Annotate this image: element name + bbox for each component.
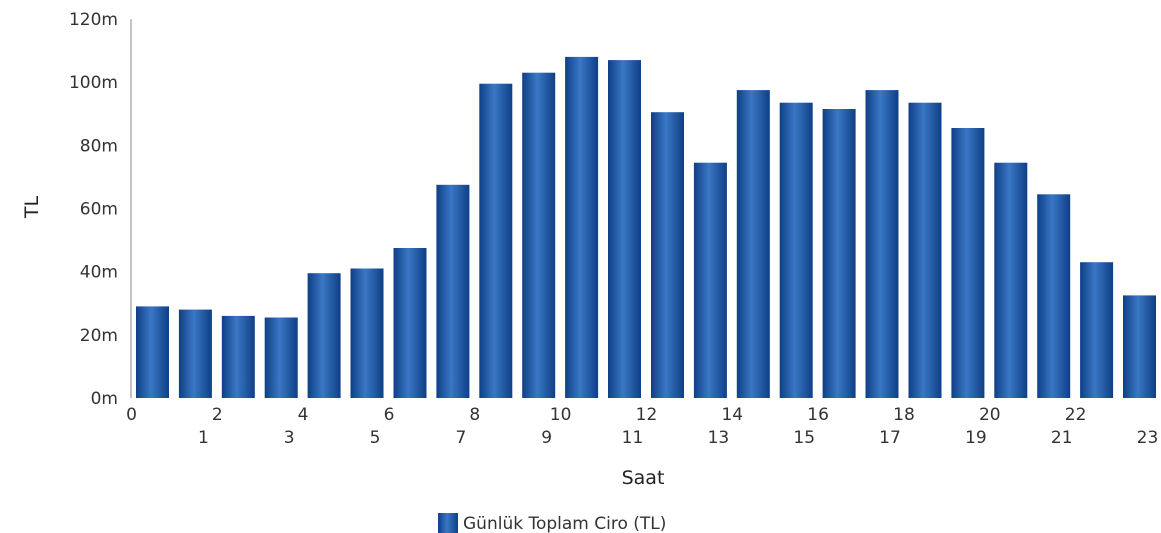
x-tick-label: 23 (1137, 428, 1159, 448)
bar-hour-4 (307, 273, 341, 398)
x-tick-label: 16 (807, 405, 829, 425)
x-tick-label: 20 (979, 405, 1001, 425)
bar-hour-16 (822, 109, 856, 398)
legend-label: Günlük Toplam Ciro (TL) (463, 514, 666, 533)
bar-hour-5 (350, 268, 384, 398)
legend-swatch (438, 513, 458, 533)
bar-hour-6 (393, 248, 427, 398)
bar-hour-1 (178, 309, 212, 398)
bar-hour-21 (1037, 194, 1071, 398)
y-axis-title: TL (21, 195, 43, 219)
x-tick-label: 1 (198, 428, 209, 448)
bar-hour-23 (1123, 295, 1156, 398)
y-tick-label: 80m (80, 136, 118, 156)
bar-hour-14 (736, 90, 770, 398)
y-tick-label: 100m (69, 73, 118, 93)
y-tick-label: 20m (80, 326, 118, 346)
bar-hour-2 (221, 315, 255, 398)
x-tick-label: 18 (893, 405, 915, 425)
x-tick-label: 6 (384, 405, 395, 425)
y-tick-label: 60m (80, 200, 118, 220)
x-axis-title: Saat (622, 467, 665, 489)
bar-hour-12 (651, 112, 684, 398)
bar-hour-9 (522, 72, 556, 398)
y-tick-label: 40m (80, 263, 118, 283)
bar-hour-13 (693, 162, 727, 398)
x-tick-label: 5 (370, 428, 381, 448)
bar-hour-7 (436, 184, 470, 398)
y-tick-labels: 0m 20m 40m 60m 80m 100m 120m (69, 10, 118, 409)
bar-hour-22 (1080, 262, 1114, 398)
x-tick-label: 12 (636, 405, 658, 425)
x-tick-label: 19 (965, 428, 987, 448)
x-tick-label: 14 (721, 405, 743, 425)
y-tick-label: 0m (91, 389, 118, 409)
x-tick-label: 3 (284, 428, 295, 448)
bar-hour-11 (608, 60, 641, 398)
bar-hour-0 (136, 306, 169, 398)
x-tick-label: 2 (212, 405, 223, 425)
x-tick-label: 17 (879, 428, 901, 448)
legend: Günlük Toplam Ciro (TL) (438, 513, 666, 533)
bar-hour-3 (264, 317, 298, 398)
x-tick-label: 11 (622, 428, 644, 448)
bar-hour-20 (994, 162, 1028, 398)
x-tick-label: 21 (1051, 428, 1073, 448)
x-tick-label: 9 (541, 428, 552, 448)
bar-hour-15 (779, 102, 813, 398)
bar-hour-17 (865, 90, 899, 398)
x-tick-label: 15 (793, 428, 815, 448)
bar-hour-8 (479, 83, 513, 398)
x-tick-label: 0 (126, 405, 137, 425)
bar-hour-10 (565, 56, 599, 399)
x-tick-label: 7 (455, 428, 466, 448)
x-tick-label: 10 (550, 405, 572, 425)
y-tick-label: 120m (69, 10, 118, 30)
bar-hour-19 (951, 128, 985, 398)
x-tick-label: 13 (708, 428, 730, 448)
x-tick-label: 22 (1065, 405, 1087, 425)
x-tick-label: 4 (298, 405, 309, 425)
bar-hour-18 (908, 102, 942, 398)
x-tick-label: 8 (469, 405, 480, 425)
bars-layer (136, 56, 1156, 399)
